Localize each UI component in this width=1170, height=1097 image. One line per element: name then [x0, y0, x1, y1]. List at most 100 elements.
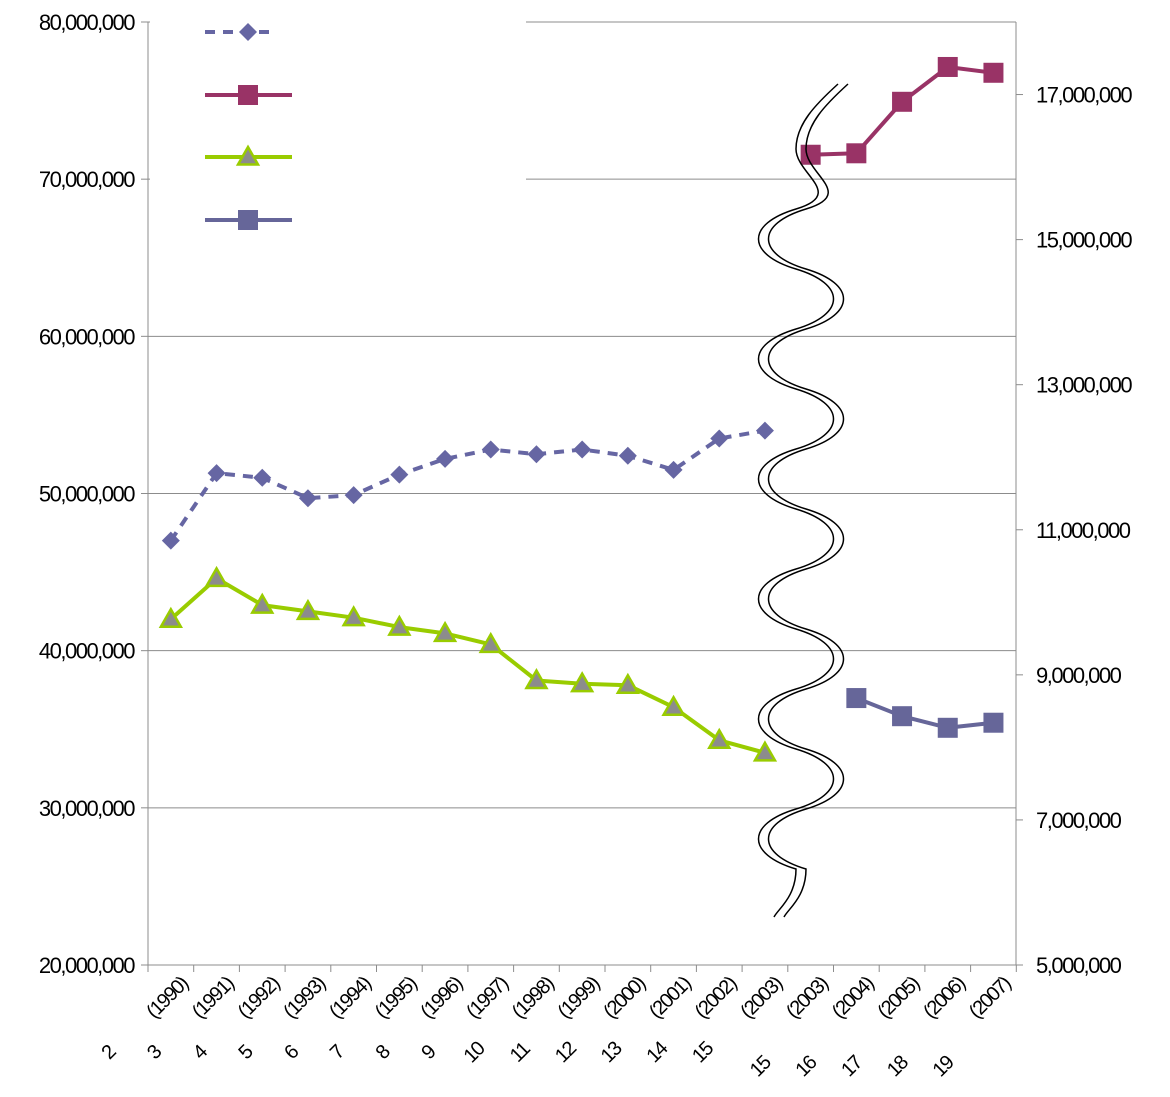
left-axis-tick-label: 50,000,000 [39, 482, 135, 507]
legend-marker [238, 85, 258, 105]
left-axis-tick-label: 60,000,000 [39, 324, 135, 349]
series-line [169, 428, 766, 542]
legend-marker [239, 23, 257, 41]
x-axis-number-label: 3 [143, 1041, 166, 1064]
data-point [432, 620, 458, 643]
x-axis-year-label: (1999) [554, 972, 605, 1023]
axis-break-line [757, 83, 839, 918]
x-axis-year-label: (2005) [874, 972, 925, 1023]
left-axis-tick-label: 30,000,000 [39, 796, 135, 821]
left-axis-tick-label: 70,000,000 [39, 167, 135, 192]
right-axis-tick-label: 15,000,000 [1036, 228, 1132, 253]
x-axis-number-label: 2 [97, 1041, 120, 1064]
data-point [615, 672, 641, 694]
legend-entry [205, 23, 275, 41]
data-point [983, 62, 1004, 83]
right-axis-tick-label: 7,000,000 [1036, 808, 1122, 833]
right-axis: 5,000,000 7,000,000 9,000,000 11,000,000 13,… [1016, 83, 1134, 978]
data-point [937, 717, 958, 738]
x-axis-number-label: 13 [597, 1037, 627, 1067]
x-axis-year-label: (2004) [828, 972, 879, 1023]
data-point [846, 688, 867, 709]
x-axis-year-label: (1994) [325, 972, 376, 1023]
x-axis-year-label: (1993) [279, 972, 330, 1023]
data-point [204, 565, 229, 588]
legend-box [150, 10, 526, 255]
x-axis-year-label: (1998) [508, 972, 559, 1023]
legend-entry [205, 210, 292, 230]
series-3 [158, 565, 778, 762]
right-axis-tick-label: 17,000,000 [1036, 83, 1132, 108]
right-axis-tick-label: 9,000,000 [1036, 663, 1122, 688]
x-axis-number-label: 17 [837, 1051, 867, 1081]
x-axis-number-label: 6 [280, 1041, 303, 1064]
x-axis-year-label: (1992) [234, 972, 285, 1023]
x-axis-number-label: 9 [417, 1041, 440, 1064]
x-axis-number-label: 19 [929, 1051, 959, 1081]
x-axis-year-label: (2001) [645, 972, 696, 1023]
left-axis: 20,000,000 30,000,000 40,000,000 50,000,000… [39, 10, 148, 978]
data-point [710, 429, 729, 448]
data-point [253, 468, 272, 487]
data-point [573, 440, 592, 459]
left-axis-tick-label: 80,000,000 [39, 10, 135, 35]
right-axis-tick-label: 13,000,000 [1036, 373, 1132, 398]
data-point [207, 464, 226, 483]
data-point [390, 465, 409, 484]
x-axis-year-label: (1991) [188, 972, 239, 1023]
data-point [387, 614, 412, 636]
data-point [752, 740, 778, 762]
x-axis-number-label: 16 [792, 1051, 822, 1081]
left-axis-tick-label: 40,000,000 [39, 639, 135, 664]
legend-entry [205, 144, 292, 166]
right-axis-tick-label: 11,000,000 [1036, 518, 1131, 543]
data-point [478, 631, 503, 654]
data-point [661, 694, 686, 716]
data-point [983, 712, 1004, 733]
x-axis-year-label: (2000) [599, 972, 650, 1023]
x-axis-year-label: (2007) [965, 972, 1016, 1023]
data-point [341, 605, 366, 627]
x-axis-number-label: 15 [746, 1051, 776, 1081]
data-point [707, 727, 732, 750]
x-axis-number-label: 18 [883, 1051, 913, 1081]
x-axis-year-label: (2003) [736, 972, 787, 1023]
legend-entry [205, 85, 292, 105]
x-axis-number-label: 7 [326, 1041, 349, 1064]
legend-marker [238, 210, 258, 230]
axis-break [757, 83, 849, 918]
data-point [937, 56, 958, 77]
x-axis-year-label: (2003) [782, 972, 833, 1023]
series-line [855, 696, 994, 730]
x-axis-number-label: 12 [551, 1037, 581, 1067]
axis-break-line [767, 83, 849, 918]
data-point [664, 460, 683, 479]
x-axis-year-label: (1997) [462, 972, 513, 1023]
series-layer [158, 56, 1004, 762]
legend-marker [235, 144, 261, 166]
data-point [527, 445, 546, 464]
x-axis-number-label: 11 [506, 1038, 535, 1067]
data-point [892, 706, 913, 727]
legend [150, 10, 526, 255]
x-axis-number-label: 14 [642, 1037, 672, 1067]
data-point [481, 440, 500, 459]
x-axis-year-label: (1990) [142, 972, 193, 1023]
x-axis-number-label: 5 [235, 1041, 258, 1064]
right-axis-tick-label: 5,000,000 [1036, 953, 1122, 978]
data-point [524, 668, 549, 690]
x-axis-year-label: (2002) [691, 972, 742, 1023]
x-axis-number-label: 10 [460, 1037, 490, 1067]
data-point [846, 143, 867, 164]
x-axis: (1990)(1991)(1992)(1993)(1994)(1995)(199… [97, 965, 1017, 1081]
x-axis-number-label: 4 [189, 1041, 212, 1064]
data-point [344, 486, 363, 505]
x-axis-year-label: (1995) [371, 972, 422, 1023]
x-axis-number-label: 8 [372, 1041, 395, 1064]
data-point [250, 592, 275, 614]
x-axis-year-label: (1996) [417, 972, 468, 1023]
data-point [569, 671, 595, 693]
x-axis-number-label: 15 [688, 1037, 718, 1067]
data-point [298, 489, 317, 508]
